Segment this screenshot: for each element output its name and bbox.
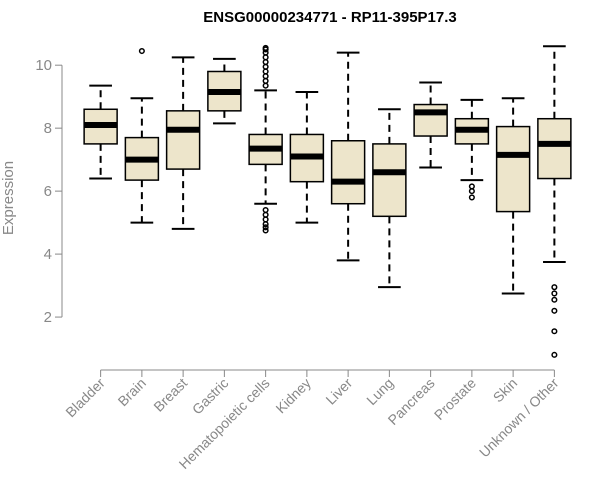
iqr-box — [537, 117, 572, 180]
outlier-point — [262, 211, 269, 218]
x-tick-label: Prostate — [431, 375, 479, 423]
outlier-point — [468, 183, 475, 190]
iqr-box — [330, 140, 366, 205]
box-gastric — [207, 57, 242, 125]
outlier-point — [262, 82, 269, 89]
boxes-layer — [83, 44, 572, 358]
outlier-point — [551, 351, 558, 358]
box-unknown-other — [537, 45, 572, 358]
box-kidney — [289, 90, 325, 224]
outlier-point — [138, 47, 145, 55]
box-hematopoietic-cells — [248, 44, 283, 234]
x-tick-label: Brain — [115, 375, 149, 409]
outlier-point — [262, 206, 269, 214]
box-pancreas — [413, 81, 448, 169]
y-tick-label: 2 — [44, 309, 52, 326]
x-tick-label: Skin — [490, 375, 521, 406]
outlier-point — [468, 188, 475, 195]
outlier-point — [262, 227, 269, 234]
y-tick-label: 6 — [44, 183, 52, 200]
outlier-point — [262, 77, 269, 84]
box-prostate — [454, 98, 490, 201]
iqr-box — [372, 143, 407, 218]
x-tick-label: Liver — [322, 375, 355, 408]
y-tick-label: 4 — [44, 246, 52, 263]
y-axis: 2 4 6 8 10 — [35, 57, 63, 326]
outlier-point — [262, 54, 269, 61]
outlier-point — [262, 216, 269, 223]
outlier-point — [468, 194, 475, 201]
y-tick-label: 10 — [35, 57, 52, 74]
x-tick-label: Kidney — [272, 375, 314, 417]
outlier-point — [262, 221, 269, 228]
y-tick-label: 8 — [44, 120, 52, 137]
iqr-box — [165, 110, 201, 170]
chart-title: ENSG00000234771 - RP11-395P17.3 — [203, 9, 457, 26]
box-lung — [372, 108, 407, 289]
outlier-point — [551, 307, 558, 314]
outlier-point — [551, 328, 558, 335]
x-tick-label: Breast — [150, 375, 190, 415]
x-tick-label: Bladder — [62, 375, 108, 421]
box-liver — [330, 51, 366, 262]
outlier-point — [262, 224, 269, 231]
box-breast — [165, 56, 201, 230]
outlier-point — [262, 58, 269, 66]
outlier-point — [551, 290, 558, 297]
box-bladder — [83, 84, 118, 180]
y-axis-label: Expression — [0, 161, 17, 235]
outlier-point — [262, 68, 269, 75]
iqr-box — [495, 125, 531, 213]
outlier-point — [262, 73, 269, 80]
outlier-point — [262, 63, 269, 70]
outlier-point — [551, 296, 558, 303]
box-skin — [495, 97, 531, 295]
outlier-point — [262, 44, 269, 51]
box-brain — [124, 47, 160, 224]
x-tick-label: Lung — [363, 375, 396, 408]
iqr-box — [413, 103, 448, 137]
outlier-point — [551, 284, 558, 291]
